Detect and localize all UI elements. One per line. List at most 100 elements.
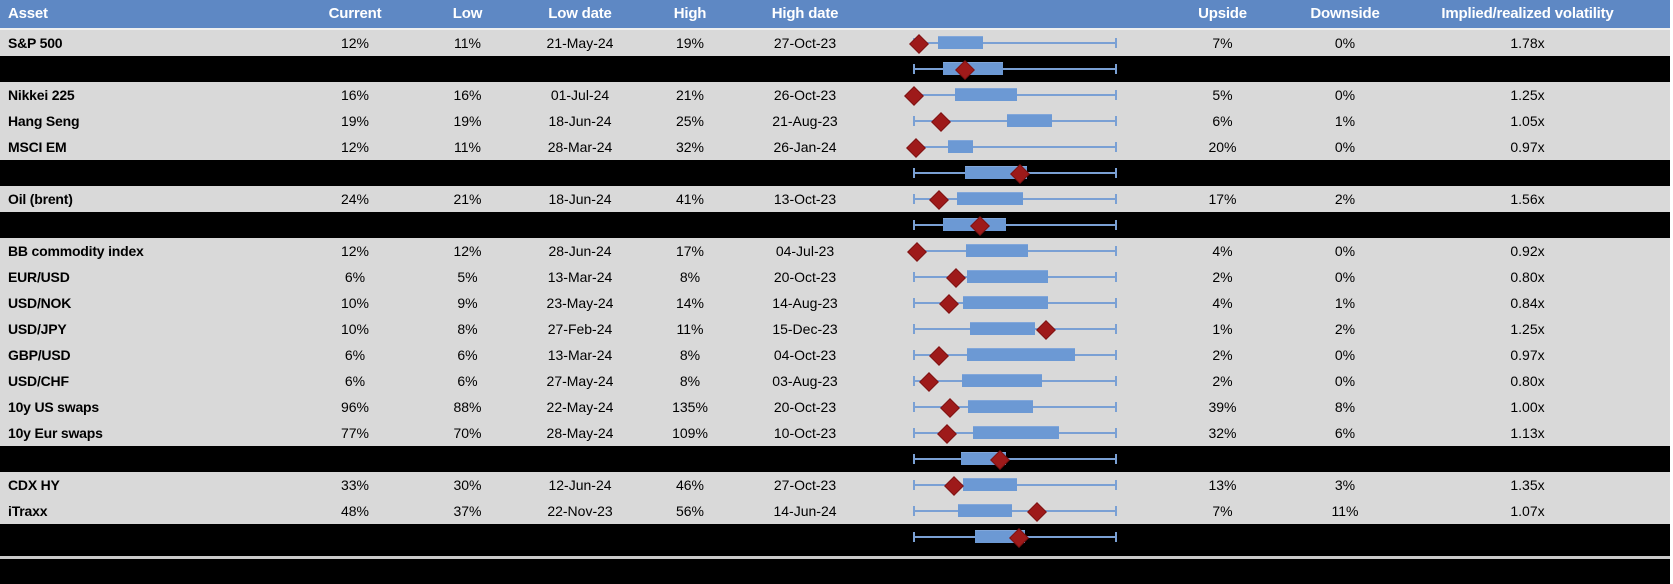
low-value: 16% xyxy=(453,87,482,103)
current-level-diamond xyxy=(904,86,924,106)
column-header-range-plot xyxy=(880,0,1140,28)
current-value: 12% xyxy=(340,139,370,155)
low-value: 88% xyxy=(453,399,482,415)
high-date: 03-Aug-23 xyxy=(772,373,838,389)
low-date: 13-Mar-24 xyxy=(547,347,613,363)
asset-name: 10y US swaps xyxy=(8,399,99,415)
implied-realized-ratio: 0.80x xyxy=(1510,269,1545,285)
separator-cell xyxy=(425,524,510,550)
downside-value: 2% xyxy=(1334,321,1356,337)
range-boxplot-cell xyxy=(880,342,1140,368)
table-row: BB commodity index 12% 12% 28-Jun-24 17% 04-J… xyxy=(0,238,1670,264)
range-box xyxy=(962,296,1049,309)
current-level-diamond xyxy=(1027,502,1047,522)
separator-cell xyxy=(1305,56,1385,82)
footer-band xyxy=(0,550,1670,584)
range-boxplot xyxy=(913,212,1117,238)
whisker-right-cap xyxy=(1115,142,1117,152)
current-value: 33% xyxy=(340,477,370,493)
downside-value: 6% xyxy=(1334,425,1356,441)
current-level-diamond xyxy=(907,242,927,262)
current-level-diamond xyxy=(1036,320,1056,340)
separator-cell xyxy=(1140,160,1305,186)
high-value: 8% xyxy=(679,347,701,363)
asset-name: 10y Eur swaps xyxy=(8,425,103,441)
table-row: Nikkei 225 16% 16% 01-Jul-24 21% 26-Oct-23 5% 0… xyxy=(0,82,1670,108)
current-value: 10% xyxy=(340,295,370,311)
high-value: 56% xyxy=(675,503,705,519)
whisker-left-cap xyxy=(913,506,915,516)
separator-cell xyxy=(0,56,285,82)
range-box xyxy=(962,478,1018,491)
table-row: 10y Eur swaps 77% 70% 28-May-24 109% 10-Oct-2… xyxy=(0,420,1670,446)
current-value: 16% xyxy=(340,87,370,103)
range-boxplot-cell xyxy=(880,264,1140,290)
separator-cell xyxy=(285,56,425,82)
current-level-diamond xyxy=(919,372,939,392)
implied-realized-ratio: 1.13x xyxy=(1510,425,1545,441)
asset-name: Hang Seng xyxy=(8,113,80,129)
table-row: Hang Seng 19% 19% 18-Jun-24 25% 21-Aug-23 6% 1%… xyxy=(0,108,1670,134)
separator-cell xyxy=(650,160,730,186)
high-date: 10-Oct-23 xyxy=(773,425,837,441)
downside-value: 2% xyxy=(1334,191,1356,207)
column-header-high-date: High date xyxy=(771,5,839,22)
whisker-left-cap xyxy=(913,376,915,386)
upside-value: 4% xyxy=(1212,243,1233,259)
current-value: 19% xyxy=(340,113,370,129)
low-date: 28-May-24 xyxy=(546,425,614,441)
current-value: 96% xyxy=(340,399,370,415)
whisker-right-cap xyxy=(1115,428,1117,438)
low-date: 12-Jun-24 xyxy=(548,477,612,493)
high-date: 27-Oct-23 xyxy=(773,35,837,51)
high-date: 14-Jun-24 xyxy=(773,503,837,519)
upside-value: 17% xyxy=(1208,191,1237,207)
high-date: 20-Oct-23 xyxy=(773,269,837,285)
downside-value: 1% xyxy=(1334,113,1356,129)
current-value: 10% xyxy=(340,321,370,337)
separator-cell xyxy=(510,524,650,550)
high-date: 15-Dec-23 xyxy=(772,321,838,337)
low-value: 37% xyxy=(453,503,482,519)
separator-cell xyxy=(1305,160,1385,186)
range-boxplot xyxy=(906,134,1117,160)
upside-value: 7% xyxy=(1212,503,1233,519)
current-value: 6% xyxy=(344,269,366,285)
upside-value: 6% xyxy=(1212,113,1233,129)
whisker-right-cap xyxy=(1115,272,1117,282)
high-value: 25% xyxy=(675,113,705,129)
range-box xyxy=(966,244,1029,257)
whisker-line xyxy=(913,224,1117,226)
separator-cell xyxy=(1385,524,1670,550)
group-separator-row xyxy=(0,212,1670,238)
low-value: 70% xyxy=(453,425,482,441)
whisker-line xyxy=(913,68,1117,70)
current-value: 12% xyxy=(340,35,370,51)
upside-value: 1% xyxy=(1212,321,1233,337)
current-level-diamond xyxy=(931,112,951,132)
asset-name: Oil (brent) xyxy=(8,191,73,207)
column-header-high: High xyxy=(673,5,707,22)
upside-value: 13% xyxy=(1208,477,1237,493)
high-date: 04-Oct-23 xyxy=(773,347,837,363)
table-row: 10y US swaps 96% 88% 22-May-24 135% 20-Oct-23… xyxy=(0,394,1670,420)
range-boxplot-cell xyxy=(880,472,1140,498)
upside-value: 2% xyxy=(1212,269,1233,285)
table-row: MSCI EM 12% 11% 28-Mar-24 32% 26-Jan-24 20% 0% 0… xyxy=(0,134,1670,160)
range-boxplot xyxy=(913,290,1117,316)
separator-cell xyxy=(650,524,730,550)
separator-cell xyxy=(1140,212,1305,238)
low-value: 8% xyxy=(457,321,478,337)
low-value: 30% xyxy=(453,477,482,493)
high-value: 46% xyxy=(675,477,705,493)
whisker-right-cap xyxy=(1115,324,1117,334)
current-value: 48% xyxy=(340,503,370,519)
low-value: 12% xyxy=(453,243,482,259)
whisker-line xyxy=(913,42,1117,44)
separator-cell xyxy=(285,524,425,550)
separator-cell xyxy=(285,160,425,186)
whisker-left-cap xyxy=(913,350,915,360)
low-date: 27-Feb-24 xyxy=(547,321,613,337)
current-value: 77% xyxy=(340,425,370,441)
